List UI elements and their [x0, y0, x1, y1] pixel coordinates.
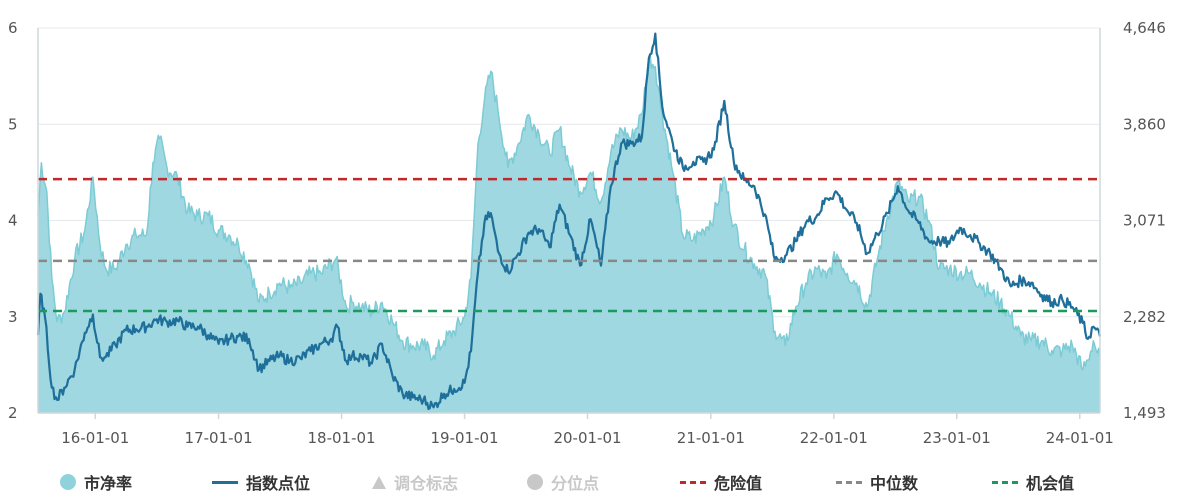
- index-line[interactable]: [36, 32, 1102, 411]
- y-right-tick-label: 3,071: [1123, 212, 1166, 230]
- y-left-tick-label: 4: [8, 212, 18, 230]
- legend-item-median[interactable]: 中位数: [836, 470, 918, 494]
- dash-icon: [836, 480, 862, 484]
- pb-index-chart: 2 3 4 5 6 1,493 2,282 3,071 3,860 4,646 16-01-01…: [8, 19, 1166, 447]
- x-tick-label: 16-01-01: [61, 429, 129, 447]
- y-right-tick-label: 4,646: [1123, 19, 1166, 37]
- y-left-tick-label: 3: [8, 308, 18, 326]
- legend-label: 市净率: [84, 474, 133, 493]
- x-tick-label: 20-01-01: [553, 429, 621, 447]
- legend-item-pb[interactable]: 市净率: [60, 470, 132, 494]
- legend-label: 指数点位: [246, 474, 311, 493]
- x-axis: 16-01-01 17-01-01 18-01-01 19-01-01 20-01-01…: [61, 413, 1114, 447]
- line-icon: [212, 480, 238, 484]
- legend: 市净率 指数点位 调仓标志 分位点 危险值 中位数 机会值: [0, 464, 1188, 499]
- dot-icon: [527, 474, 543, 490]
- legend-item-opportunity[interactable]: 机会值: [992, 470, 1074, 494]
- circle-icon: [60, 474, 76, 490]
- y-right-tick-label: 3,860: [1123, 115, 1166, 133]
- legend-item-percentile[interactable]: 分位点: [527, 470, 599, 494]
- pb-outline: [37, 53, 1101, 371]
- index-series[interactable]: [36, 32, 1102, 411]
- triangle-icon: [372, 475, 386, 489]
- y-axis-left: 2 3 4 5 6: [8, 19, 18, 422]
- x-tick-label: 22-01-01: [800, 429, 868, 447]
- y-axis-right: 1,493 2,282 3,071 3,860 4,646: [1123, 19, 1166, 422]
- y-left-tick-label: 6: [8, 19, 18, 37]
- y-left-tick-label: 2: [8, 404, 18, 422]
- legend-label: 调仓标志: [394, 474, 459, 493]
- dash-icon: [680, 480, 706, 484]
- x-tick-label: 23-01-01: [923, 429, 991, 447]
- legend-label: 危险值: [714, 474, 763, 493]
- legend-item-danger[interactable]: 危险值: [680, 470, 762, 494]
- x-tick-label: 24-01-01: [1046, 429, 1114, 447]
- legend-item-index[interactable]: 指数点位: [212, 470, 310, 494]
- legend-item-rebalance[interactable]: 调仓标志: [372, 470, 458, 494]
- x-tick-label: 19-01-01: [431, 429, 499, 447]
- reference-lines: [38, 177, 1100, 313]
- legend-label: 分位点: [551, 474, 600, 493]
- y-right-tick-label: 2,282: [1123, 308, 1166, 326]
- x-tick-label: 18-01-01: [308, 429, 376, 447]
- x-tick-label: 17-01-01: [185, 429, 253, 447]
- x-tick-label: 21-01-01: [677, 429, 745, 447]
- legend-label: 中位数: [870, 474, 919, 493]
- dash-icon: [992, 480, 1018, 484]
- y-right-tick-label: 1,493: [1123, 404, 1166, 422]
- axes: [37, 28, 1101, 414]
- y-left-tick-label: 5: [8, 115, 18, 133]
- legend-label: 机会值: [1026, 474, 1075, 493]
